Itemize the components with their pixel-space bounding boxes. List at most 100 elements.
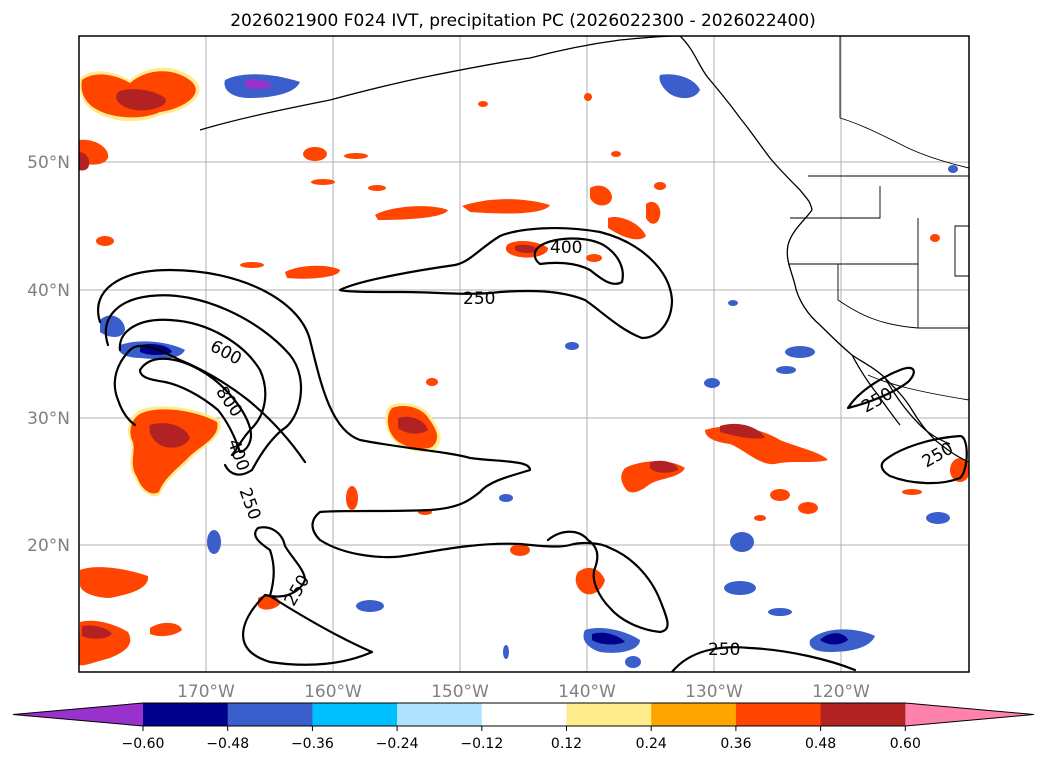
precip-neg-blob (503, 645, 509, 659)
precip-blob (510, 544, 530, 556)
precip-neg-blob (776, 366, 796, 374)
precip-neg-blob (948, 165, 958, 173)
contour-label: 250 (708, 640, 740, 660)
precip-blob (584, 93, 592, 101)
ivt-contour-east-250b (880, 434, 968, 485)
colorbar-extend-min (13, 703, 143, 726)
precip-blob (398, 416, 428, 434)
map-frame (78, 35, 970, 673)
ivt-contour-600 (118, 318, 267, 457)
precip-blob (82, 625, 112, 639)
precip-blob (150, 622, 182, 637)
colorbar-segment (312, 703, 398, 726)
precip-blob (346, 486, 358, 510)
lat-label: 50°N (27, 153, 70, 173)
ivt-contour-250-main (97, 268, 669, 634)
colorbar-segment (481, 703, 567, 726)
positive-precip-anomalies (79, 67, 969, 666)
ivt-contour-north-400 (533, 237, 624, 285)
colorbar-segment (566, 703, 652, 726)
precip-blob (590, 185, 612, 206)
precip-blob (515, 244, 538, 253)
colorbar-tick-label: −0.12 (460, 736, 503, 752)
precip-blob (96, 236, 114, 246)
colorbar-segment (143, 703, 229, 726)
coastlines (199, 36, 969, 463)
latitude-labels: 50°N 40°N 30°N 20°N (27, 153, 70, 556)
borders (788, 36, 969, 401)
contour-label: 250 (463, 289, 495, 309)
lat-label: 20°N (27, 536, 70, 556)
precip-blob (646, 201, 661, 224)
colorbar-tick-label: −0.36 (291, 736, 334, 752)
lat-label: 30°N (27, 409, 70, 429)
precip-blob (368, 185, 386, 191)
ivt-contour-south-250 (670, 646, 857, 672)
colorbar-tick-label: −0.60 (122, 736, 165, 752)
colorbar-tick-label: 0.24 (636, 736, 667, 752)
colorbar-tick-label: 0.48 (805, 736, 836, 752)
ivt-contours (97, 226, 968, 672)
colorbar-segment (735, 703, 822, 726)
colorbar: −0.60 −0.48 −0.36 −0.24 −0.12 0.12 0.24 0.36 0.4… (12, 702, 1035, 752)
ivt-contour-800 (138, 357, 253, 454)
precip-blob (754, 515, 766, 521)
precip-neg-blob (625, 656, 641, 668)
gulf-of-california (884, 377, 951, 445)
precip-blob (79, 152, 90, 171)
precip-blob (426, 378, 438, 386)
precip-neg-blob (724, 581, 756, 595)
colorbar-extend-max (905, 703, 1034, 726)
precip-neg-blob (768, 608, 792, 616)
colorbar-segment (397, 703, 483, 726)
precip-blob (344, 153, 368, 159)
precip-blob (575, 567, 605, 595)
precip-blob (770, 489, 790, 501)
lon-label: 170°W (177, 682, 235, 702)
precip-neg-blob (592, 632, 625, 645)
ivt-contour-400 (104, 294, 303, 476)
precip-blob (311, 179, 335, 185)
precip-blob (930, 234, 940, 242)
map-area: 600 800 400 250 250 400 250 250 250 250 (79, 36, 969, 672)
precip-neg-blob (728, 300, 738, 306)
precip-blob (478, 101, 488, 107)
precip-blob (80, 567, 149, 598)
precip-blob (303, 147, 327, 161)
colorbar-segment (227, 703, 313, 726)
contour-label: 400 (550, 238, 582, 258)
bc-coast (679, 36, 813, 211)
precip-neg-blob (785, 346, 815, 358)
baja-coast (851, 354, 901, 426)
precip-blob (149, 423, 190, 448)
precip-neg-blob (499, 494, 513, 502)
lon-label: 130°W (685, 682, 743, 702)
colorbar-tick-label: −0.48 (206, 736, 249, 752)
precip-blob (654, 182, 666, 190)
precip-blob (116, 89, 166, 111)
precip-neg-blob (207, 530, 221, 554)
precip-blob (720, 423, 765, 439)
precip-blob (611, 151, 621, 157)
precip-neg-blob (565, 342, 579, 350)
lon-label: 150°W (431, 682, 489, 702)
precip-blob (375, 206, 448, 220)
precip-blob (950, 458, 969, 482)
colorbar-tick-label: 0.12 (551, 736, 582, 752)
ivt-contour-250-west (242, 526, 374, 666)
lon-label: 120°W (812, 682, 870, 702)
lon-label: 140°W (558, 682, 616, 702)
map-title: 2026021900 F024 IVT, precipitation PC (2… (230, 11, 816, 31)
lon-label: 160°W (304, 682, 362, 702)
precip-neg-blob (704, 378, 720, 388)
lat-label: 40°N (27, 281, 70, 301)
negative-precip-anomalies (100, 74, 958, 668)
precip-blob (285, 265, 340, 279)
precip-blob (240, 262, 264, 268)
precip-neg-blob (730, 532, 754, 552)
precip-blob (650, 460, 678, 473)
ivt-contour-north-250 (338, 226, 674, 340)
longitude-labels: 170°W 160°W 150°W 140°W 130°W 120°W (177, 682, 870, 702)
ivt-contour-east-250 (846, 366, 915, 410)
